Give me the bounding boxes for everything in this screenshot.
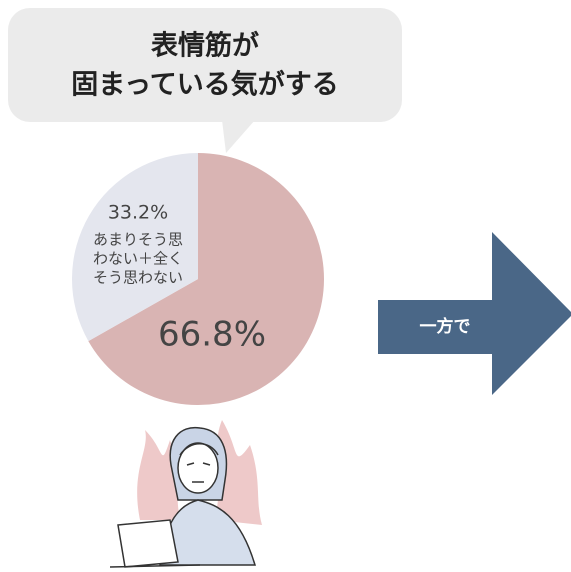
category-label: そう思わない — [93, 269, 183, 287]
title-line: 固まっている気がする — [71, 69, 339, 101]
infographic: 表情筋が 固まっている気がする 66.8% 33.2% あまりそう思わない＋全くそう… — [0, 0, 571, 572]
arrow: 一方で — [378, 232, 571, 395]
value-label: 33.2% — [108, 202, 168, 224]
worried-woman-illustration — [110, 420, 262, 567]
arrow-label: 一方で — [420, 316, 471, 337]
arrow-shape — [378, 232, 571, 395]
value-label: 66.8% — [158, 315, 266, 355]
title-line: 表情筋が — [151, 30, 259, 62]
category-label: わない＋全く — [93, 250, 183, 268]
category-label: あまりそう思 — [93, 231, 183, 249]
